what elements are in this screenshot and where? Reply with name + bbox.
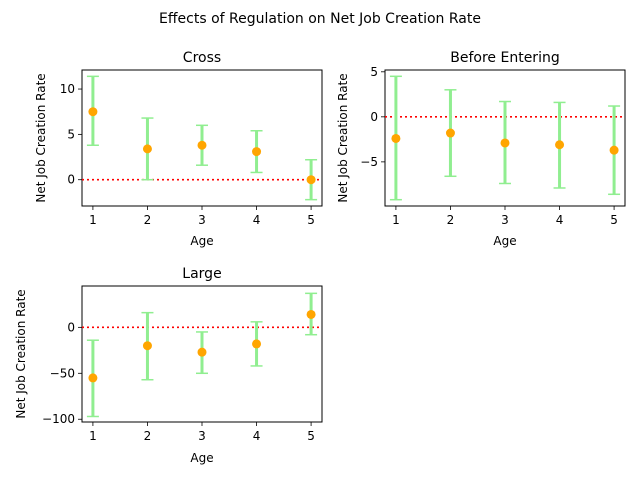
y-tick-label: −5 xyxy=(360,155,378,169)
data-point xyxy=(445,128,455,138)
x-tick-label: 5 xyxy=(307,213,315,227)
data-point xyxy=(252,339,262,349)
figure-title: Effects of Regulation on Net Job Creatio… xyxy=(159,11,481,27)
x-tick-label: 1 xyxy=(392,213,400,227)
data-point xyxy=(88,373,98,383)
chart-panel-cross: Cross Age Net Job Creation Rate 1 2 3 4 5 0 5 1… xyxy=(34,50,323,248)
x-tick-label: 4 xyxy=(253,213,261,227)
data-point xyxy=(391,133,401,143)
y-tick-label: 0 xyxy=(67,320,75,334)
x-tick-label: 3 xyxy=(501,213,509,227)
x-tick-label: 1 xyxy=(89,213,97,227)
data-point xyxy=(609,145,619,155)
chart-title: Cross xyxy=(183,50,221,66)
x-tick-label: 5 xyxy=(610,213,618,227)
data-point xyxy=(197,347,207,357)
x-tick-label: 3 xyxy=(198,213,206,227)
x-tick-label: 2 xyxy=(144,429,152,443)
data-point xyxy=(306,175,316,185)
y-axis-label: Net Job Creation Rate xyxy=(14,289,28,418)
y-tick-label: 0 xyxy=(370,110,378,124)
chart-title: Large xyxy=(182,266,221,282)
data-point xyxy=(252,147,262,157)
data-point xyxy=(500,138,510,148)
x-tick-label: 2 xyxy=(447,213,455,227)
y-tick-label: −50 xyxy=(50,366,75,380)
data-point xyxy=(197,140,207,150)
data-point xyxy=(142,341,152,351)
y-axis-label: Net Job Creation Rate xyxy=(336,73,350,202)
data-point xyxy=(306,309,316,319)
y-tick-label: 5 xyxy=(370,65,378,79)
x-tick-label: 4 xyxy=(253,429,261,443)
x-axis-label: Age xyxy=(190,451,213,465)
chart-panel-large: Large Age Net Job Creation Rate 1 2 3 4 5 −10… xyxy=(14,266,323,465)
chart-panel-before-entering: Before Entering Age Net Job Creation Rat… xyxy=(336,50,626,248)
y-tick-label: −100 xyxy=(42,412,75,426)
x-tick-label: 3 xyxy=(198,429,206,443)
x-tick-label: 5 xyxy=(307,429,315,443)
x-tick-label: 4 xyxy=(556,213,564,227)
x-tick-label: 1 xyxy=(89,429,97,443)
data-point xyxy=(555,140,565,150)
x-axis-label: Age xyxy=(493,234,516,248)
x-axis-label: Age xyxy=(190,234,213,248)
chart-title: Before Entering xyxy=(450,50,559,66)
x-tick-label: 2 xyxy=(144,213,152,227)
y-tick-label: 10 xyxy=(60,82,75,96)
data-point xyxy=(88,107,98,117)
y-tick-label: 5 xyxy=(67,127,75,141)
y-tick-label: 0 xyxy=(67,173,75,187)
data-point xyxy=(142,144,152,154)
y-axis-label: Net Job Creation Rate xyxy=(34,73,48,202)
